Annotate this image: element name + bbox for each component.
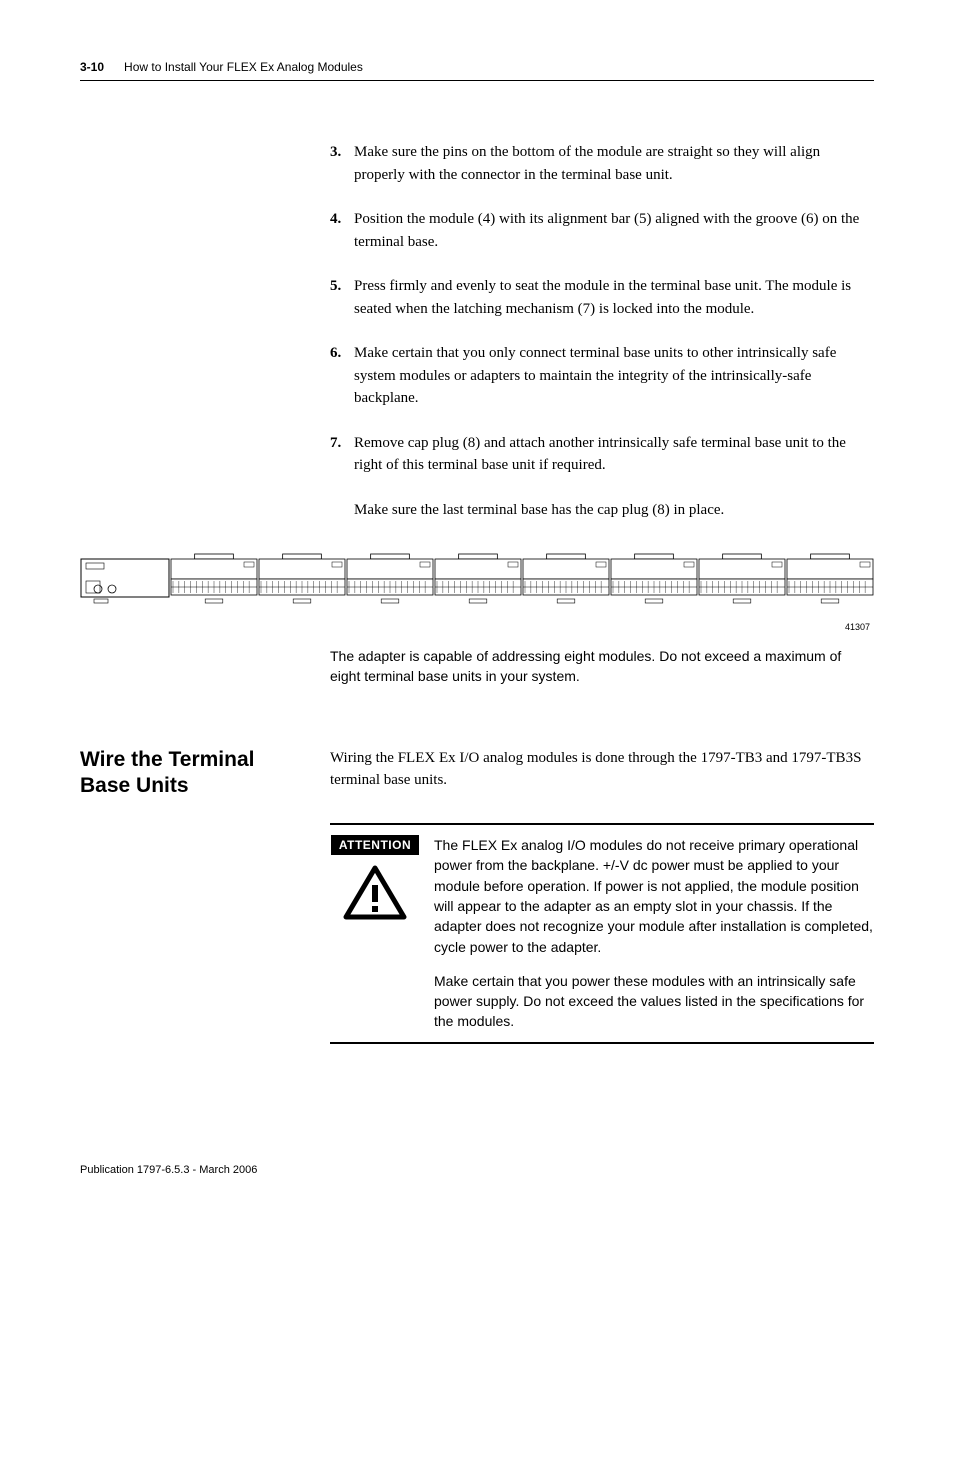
- step-number: 4.: [330, 208, 354, 253]
- step-text: Remove cap plug (8) and attach another i…: [354, 432, 874, 477]
- terminal-base-diagram: [80, 551, 874, 607]
- step-text: Position the module (4) with its alignme…: [354, 208, 874, 253]
- step-number: 3.: [330, 141, 354, 186]
- step-number: 5.: [330, 275, 354, 320]
- step-item: 3.Make sure the pins on the bottom of th…: [330, 141, 874, 186]
- section-row: Wire the Terminal Base Units Wiring the …: [80, 747, 874, 800]
- attention-paragraph: Make certain that you power these module…: [434, 971, 874, 1032]
- step-text: Make sure the pins on the bottom of the …: [354, 141, 874, 186]
- diagram-label: 41307: [80, 622, 874, 632]
- attention-paragraph: The FLEX Ex analog I/O modules do not re…: [434, 835, 874, 957]
- diagram-caption: The adapter is capable of addressing eig…: [330, 646, 874, 687]
- section-body: Wiring the FLEX Ex I/O analog modules is…: [330, 747, 874, 792]
- attention-label: ATTENTION: [331, 835, 419, 855]
- step-item: 7.Remove cap plug (8) and attach another…: [330, 432, 874, 477]
- post-steps-note: Make sure the last terminal base has the…: [330, 499, 874, 522]
- step-text: Make certain that you only connect termi…: [354, 342, 874, 410]
- step-number: 6.: [330, 342, 354, 410]
- step-number: 7.: [330, 432, 354, 477]
- attention-block: ATTENTION The FLEX Ex analog I/O modules…: [330, 823, 874, 1044]
- section-heading: Wire the Terminal Base Units: [80, 747, 330, 800]
- page-number: 3-10: [80, 60, 104, 74]
- page-header: 3-10 How to Install Your FLEX Ex Analog …: [80, 60, 874, 81]
- attention-left: ATTENTION: [330, 835, 420, 1032]
- step-item: 5.Press firmly and evenly to seat the mo…: [330, 275, 874, 320]
- steps-list: 3.Make sure the pins on the bottom of th…: [330, 141, 874, 477]
- post-step-text: Make sure the last terminal base has the…: [354, 499, 874, 522]
- warning-triangle-icon: [343, 865, 407, 921]
- footer-text: Publication 1797-6.5.3 - March 2006: [80, 1164, 874, 1176]
- header-title: How to Install Your FLEX Ex Analog Modul…: [124, 60, 363, 74]
- step-text: Press firmly and evenly to seat the modu…: [354, 275, 874, 320]
- attention-text: The FLEX Ex analog I/O modules do not re…: [434, 835, 874, 1032]
- step-item: 6.Make certain that you only connect ter…: [330, 342, 874, 410]
- step-item: 4.Position the module (4) with its align…: [330, 208, 874, 253]
